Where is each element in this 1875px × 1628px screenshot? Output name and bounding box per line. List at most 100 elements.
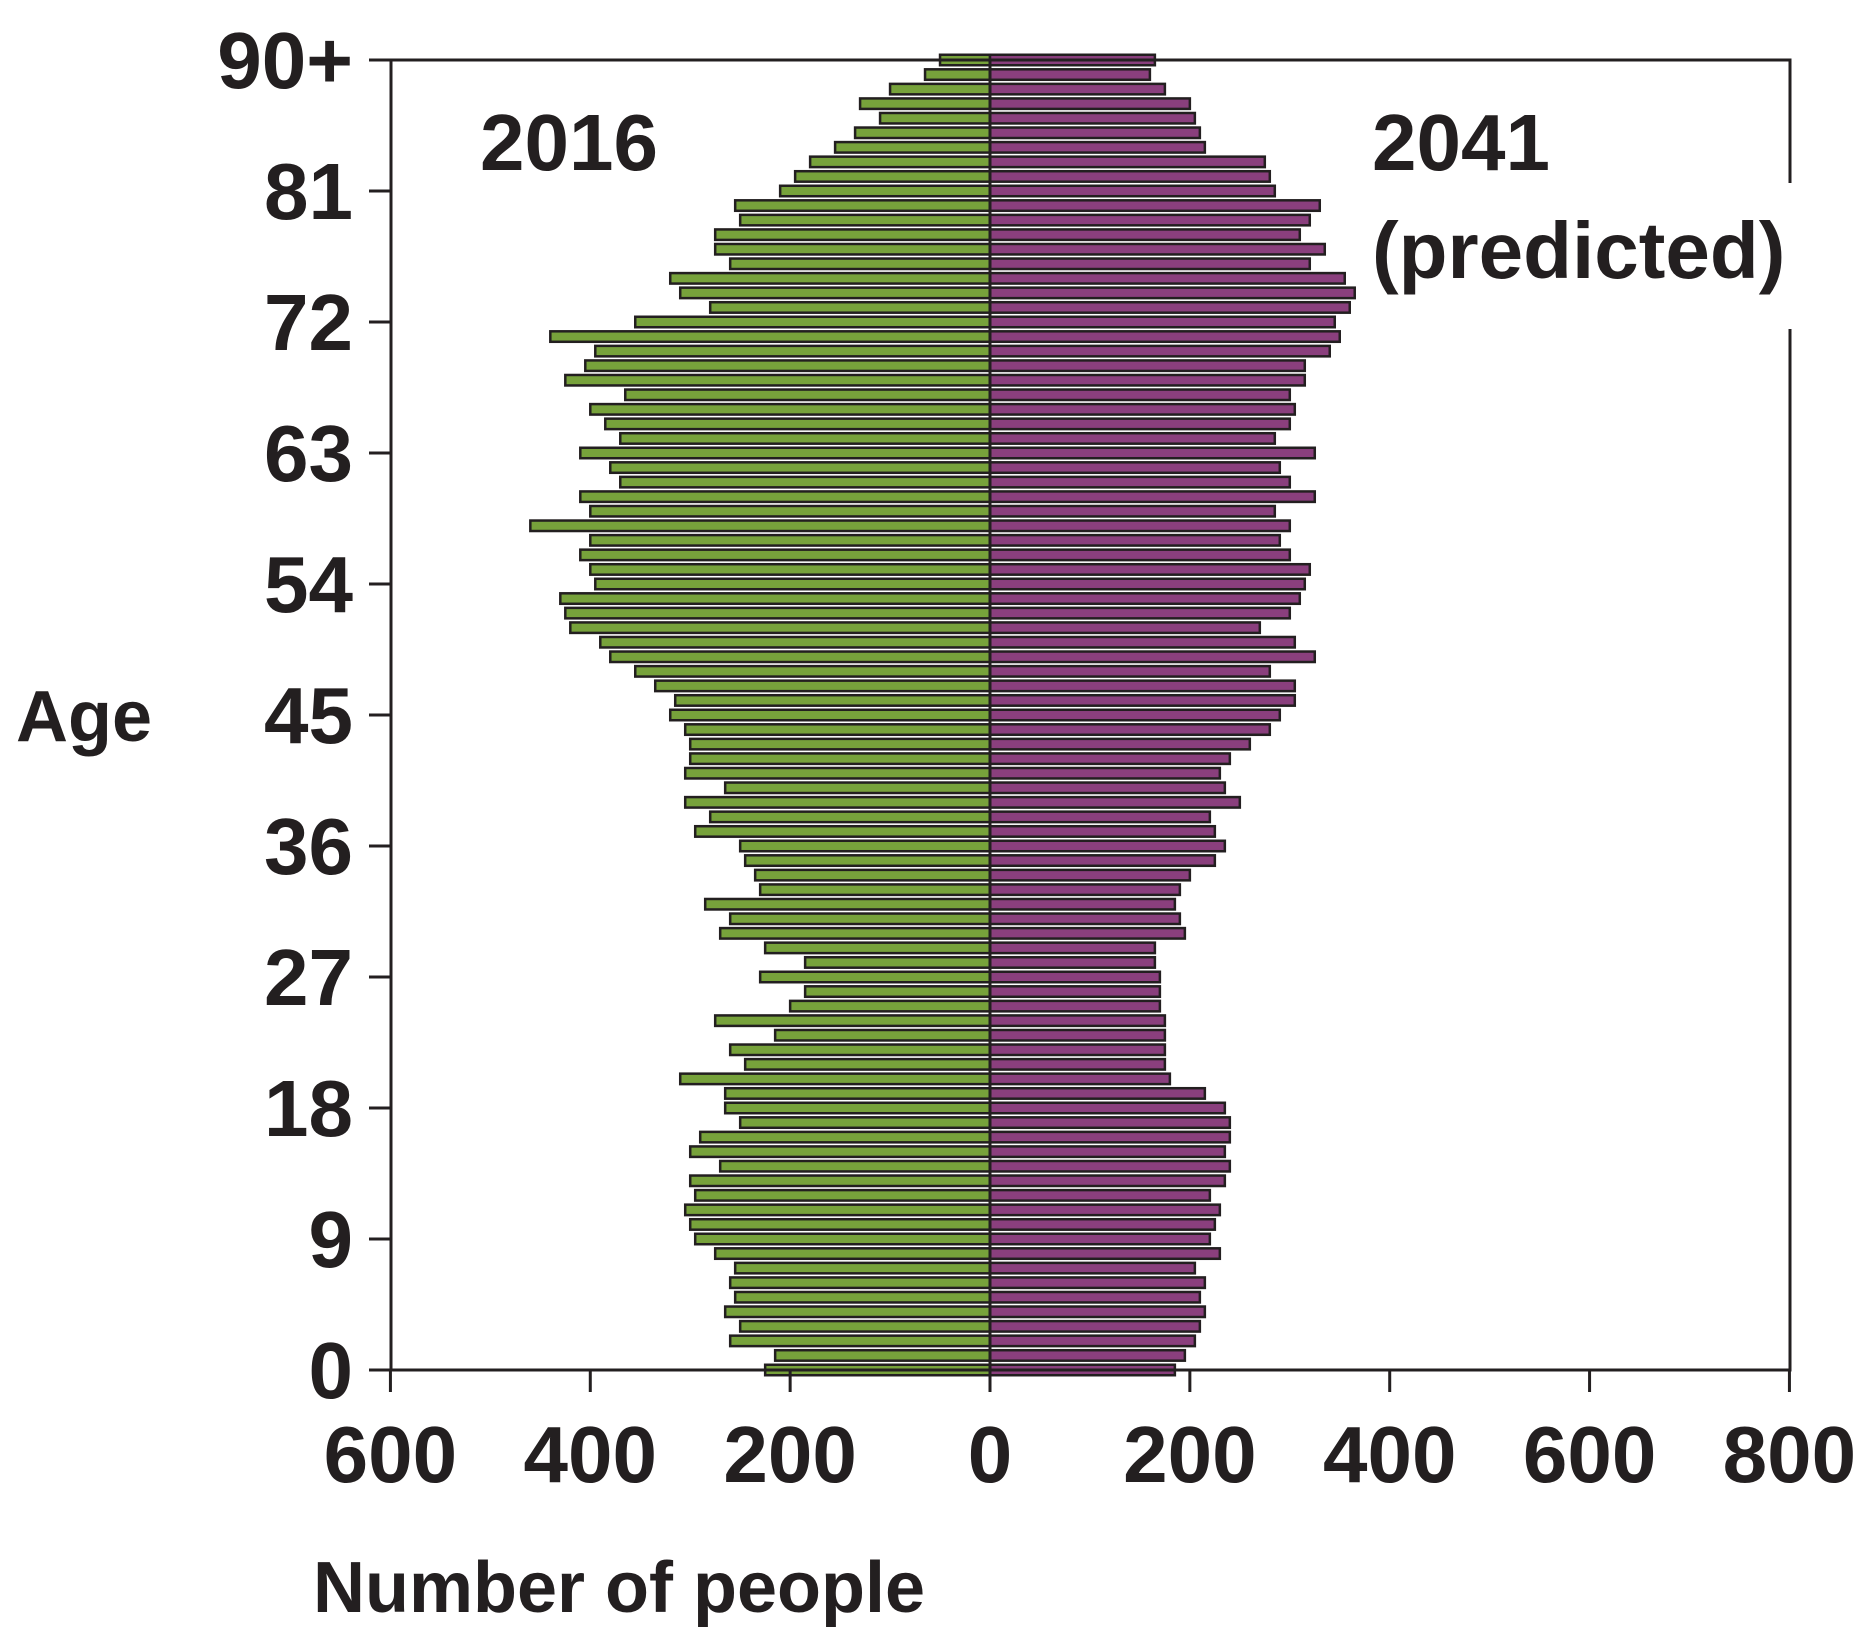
x-tick-label: 800 <box>1723 1410 1856 1499</box>
bar-left-age-9 <box>693 1232 992 1246</box>
bar-right-age-28 <box>988 955 1157 969</box>
bar-right-age-3 <box>988 1319 1202 1333</box>
bar-right-age-17 <box>988 1116 1232 1130</box>
bar-right-age-77 <box>988 242 1327 256</box>
bar-left-age-44 <box>683 723 992 737</box>
bar-left-age-61 <box>619 475 992 489</box>
bar-right-age-60 <box>988 490 1317 504</box>
bar-left-age-35 <box>743 854 992 868</box>
bar-left-age-30 <box>718 926 992 940</box>
y-tick-label: 18 <box>264 1064 353 1153</box>
bar-left-age-12 <box>693 1188 992 1202</box>
y-tick-label: 54 <box>264 540 353 629</box>
bar-right-age-70 <box>988 344 1332 358</box>
bar-left-age-46 <box>673 693 992 707</box>
left-series-label: 2016 <box>480 98 658 187</box>
bar-right-age-80 <box>988 199 1322 213</box>
bar-right-age-27 <box>988 970 1162 984</box>
bar-left-age-60 <box>579 490 992 504</box>
bar-right-age-7 <box>988 1261 1197 1275</box>
bar-left-age-54 <box>594 577 992 591</box>
bar-right-age-39 <box>988 795 1242 809</box>
x-axis-label: Number of people <box>313 1548 925 1628</box>
bar-left-age-38 <box>708 810 992 824</box>
bar-right-age-88 <box>988 82 1167 96</box>
bar-left-age-85 <box>853 126 992 140</box>
bar-right-age-64 <box>988 431 1277 445</box>
y-tick-label: 9 <box>309 1195 354 1284</box>
bar-right-age-11 <box>988 1203 1222 1217</box>
bar-right-age-1 <box>988 1348 1187 1362</box>
right-label-background <box>1365 183 1857 329</box>
bar-right-age-59 <box>988 504 1277 518</box>
bar-left-age-45 <box>668 708 992 722</box>
bar-left-age-81 <box>778 184 992 198</box>
y-tick-label: 63 <box>264 409 353 498</box>
y-tick-label: 90+ <box>217 16 353 105</box>
bar-left-age-86 <box>878 111 992 125</box>
bar-left-age-22 <box>728 1043 992 1057</box>
bar-right-age-78 <box>988 228 1302 242</box>
bar-right-age-8 <box>988 1247 1222 1261</box>
bar-right-age-87 <box>988 97 1192 111</box>
bar-right-age-18 <box>988 1101 1227 1115</box>
bar-right-age-5 <box>988 1290 1202 1304</box>
bar-right-age-61 <box>988 475 1292 489</box>
bar-left-age-63 <box>579 446 992 460</box>
bar-left-age-77 <box>713 242 992 256</box>
x-tick-label: 600 <box>1523 1410 1656 1499</box>
bar-left-age-52 <box>564 606 992 620</box>
bar-left-age-64 <box>619 431 992 445</box>
bar-left-age-24 <box>713 1014 992 1028</box>
bar-right-age-4 <box>988 1305 1207 1319</box>
bar-right-age-81 <box>988 184 1277 198</box>
bar-left-age-11 <box>683 1203 992 1217</box>
bar-right-age-34 <box>988 868 1192 882</box>
bar-left-age-82 <box>793 169 992 183</box>
bar-left-age-51 <box>569 621 992 635</box>
bar-left-age-74 <box>678 286 992 300</box>
bar-right-age-46 <box>988 693 1297 707</box>
bar-left-age-27 <box>758 970 992 984</box>
bar-right-age-54 <box>988 577 1307 591</box>
bar-left-age-88 <box>888 82 992 96</box>
bar-left-age-33 <box>758 883 992 897</box>
bar-left-age-68 <box>564 373 992 387</box>
bar-right-age-35 <box>988 854 1217 868</box>
bar-right-age-44 <box>988 723 1272 737</box>
bar-left-age-6 <box>728 1276 992 1290</box>
y-axis-label: Age <box>16 677 152 757</box>
bar-right-age-67 <box>988 388 1292 402</box>
bar-left-age-73 <box>708 300 992 314</box>
bar-left-age-57 <box>589 533 992 547</box>
bar-right-age-9 <box>988 1232 1212 1246</box>
bar-right-age-22 <box>988 1043 1167 1057</box>
bar-right-age-45 <box>988 708 1282 722</box>
bar-right-age-71 <box>988 330 1341 344</box>
bar-right-age-66 <box>988 402 1297 416</box>
y-tick-label: 72 <box>264 278 353 367</box>
bar-left-age-19 <box>723 1086 992 1100</box>
bar-right-age-26 <box>988 985 1162 999</box>
bar-left-age-56 <box>579 548 992 562</box>
bar-right-age-53 <box>988 592 1302 606</box>
right-series-sublabel: (predicted) <box>1372 206 1785 295</box>
bar-right-age-52 <box>988 606 1292 620</box>
y-tick-label: 27 <box>264 933 353 1022</box>
x-tick-label: 400 <box>524 1410 657 1499</box>
y-axis-ticks: 0 9 18 27 36 45 54 63 72 81 90+ <box>217 16 391 1415</box>
bar-left-age-36 <box>738 839 992 853</box>
bar-right-age-63 <box>988 446 1317 460</box>
bar-left-age-18 <box>723 1101 992 1115</box>
bar-right-age-42 <box>988 752 1232 766</box>
bar-left-age-66 <box>589 402 992 416</box>
bar-right-age-30 <box>988 926 1187 940</box>
bar-right-age-55 <box>988 562 1312 576</box>
bar-left-age-20 <box>678 1072 992 1086</box>
bar-right-age-62 <box>988 461 1282 475</box>
bar-right-age-47 <box>988 679 1297 693</box>
bar-right-age-32 <box>988 897 1177 911</box>
bar-left-age-13 <box>688 1174 992 1188</box>
bar-right-age-20 <box>988 1072 1172 1086</box>
right-series-label: 2041 <box>1372 98 1550 187</box>
